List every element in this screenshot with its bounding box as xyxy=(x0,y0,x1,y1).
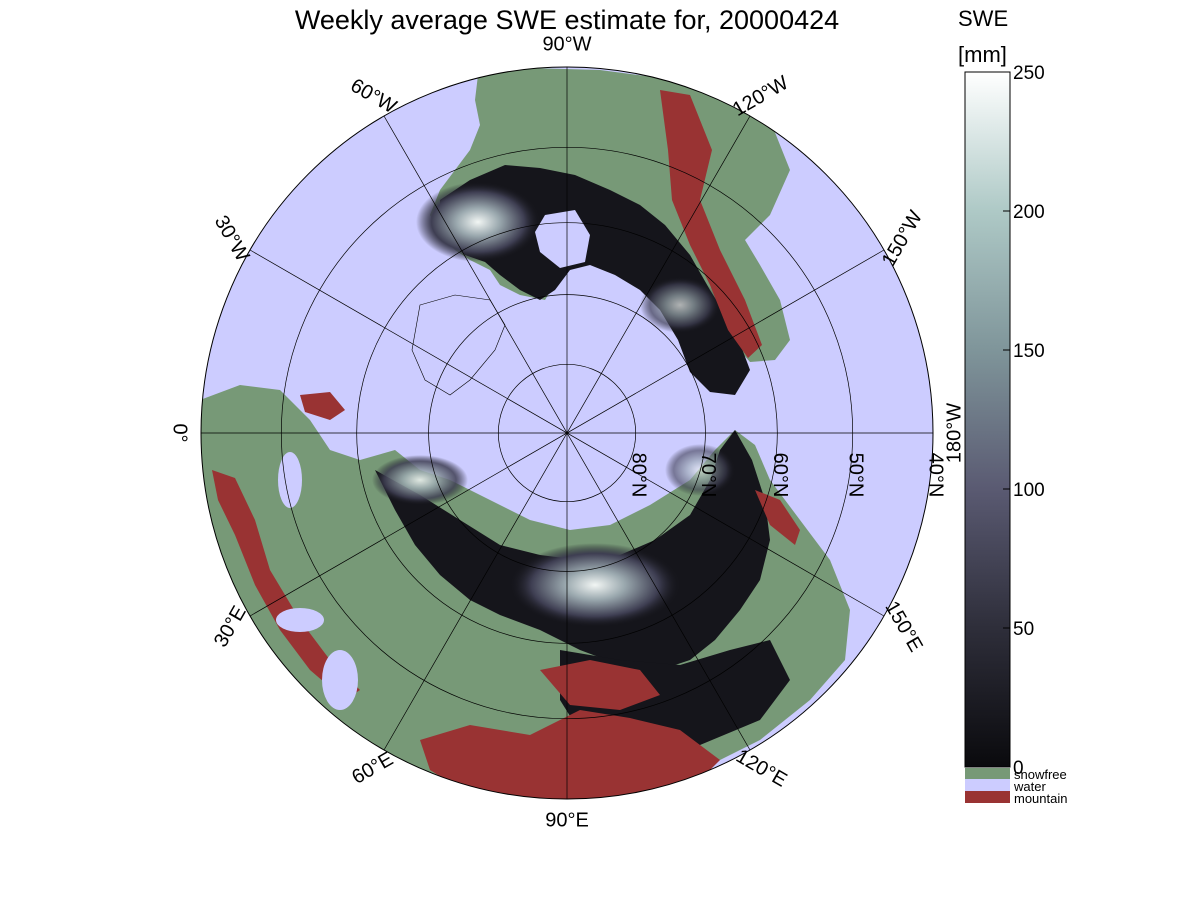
hudson-bay xyxy=(535,210,590,268)
greenland xyxy=(411,294,506,396)
colorbar-categories: snowfree water mountain xyxy=(965,767,1067,806)
category-swatch-mountain xyxy=(965,791,1010,803)
category-label-snowfree: snowfree xyxy=(1014,767,1067,782)
tibet-mountains xyxy=(420,710,720,799)
east-asia-mountains xyxy=(540,660,660,710)
colorbar-tick-100: 100 xyxy=(1013,480,1045,501)
lon-label-180w: 180°W xyxy=(943,403,965,463)
lon-label-120e: 120°E xyxy=(732,745,790,791)
kamchatka-mountains xyxy=(755,490,800,545)
colorbar-tick-200: 200 xyxy=(1013,202,1045,223)
lon-label-120w: 120°W xyxy=(729,72,792,121)
colorbar-tick-50: 50 xyxy=(1013,619,1034,640)
scandinavia-mountains xyxy=(300,392,345,420)
lon-label-150e: 150°E xyxy=(880,597,926,655)
colorbar-tick-150: 150 xyxy=(1013,341,1045,362)
lon-label-0: 0° xyxy=(169,423,191,442)
european-mountains xyxy=(212,470,360,700)
category-label-mountain: mountain xyxy=(1014,791,1067,806)
black-sea xyxy=(276,608,324,632)
lat-label-80n: 80°N xyxy=(627,453,649,498)
lat-label-60n: 60°N xyxy=(769,453,791,498)
graticule xyxy=(201,67,933,799)
category-swatch-snowfree xyxy=(965,768,1010,779)
lon-label-90w: 90°W xyxy=(542,33,591,55)
category-label-water: water xyxy=(1013,779,1046,794)
lon-label-30w: 30°W xyxy=(210,212,254,266)
eurasia-snow xyxy=(375,430,770,670)
polar-map xyxy=(201,67,933,799)
caspian-sea xyxy=(322,650,358,710)
colorbar-tick-250: 250 xyxy=(1013,63,1045,84)
lon-label-60w: 60°W xyxy=(347,75,401,119)
meridian-line xyxy=(249,249,885,617)
lon-label-150w: 150°W xyxy=(878,207,927,270)
lat-label-70n: 70°N xyxy=(697,453,719,498)
latitude-labels: 80°N 70°N 60°N 50°N 40°N xyxy=(627,453,946,498)
colorbar-ticks: 0 50 100 150 200 250 xyxy=(1003,63,1045,779)
map-title: Weekly average SWE estimate for, 2000042… xyxy=(295,5,839,35)
lon-label-90e: 90°E xyxy=(545,809,589,831)
rockies-mountains xyxy=(660,90,762,358)
lat-label-40n: 40°N xyxy=(925,453,947,498)
lat-label-50n: 50°N xyxy=(844,453,866,498)
colorbar-label-unit: [mm] xyxy=(958,42,1007,67)
colorbar-label-swe: SWE xyxy=(958,6,1008,31)
baltic-sea xyxy=(278,452,302,508)
map-boundary xyxy=(200,66,934,800)
category-swatch-water xyxy=(965,779,1010,791)
lon-label-30e: 30°E xyxy=(210,602,251,651)
colorbar-gradient xyxy=(964,71,1011,768)
colorbar-tick-0: 0 xyxy=(1013,758,1024,779)
colorbar: SWE [mm] 0 50 100 150 200 250 snowfree w… xyxy=(958,6,1067,806)
lon-label-60e: 60°E xyxy=(348,748,397,789)
